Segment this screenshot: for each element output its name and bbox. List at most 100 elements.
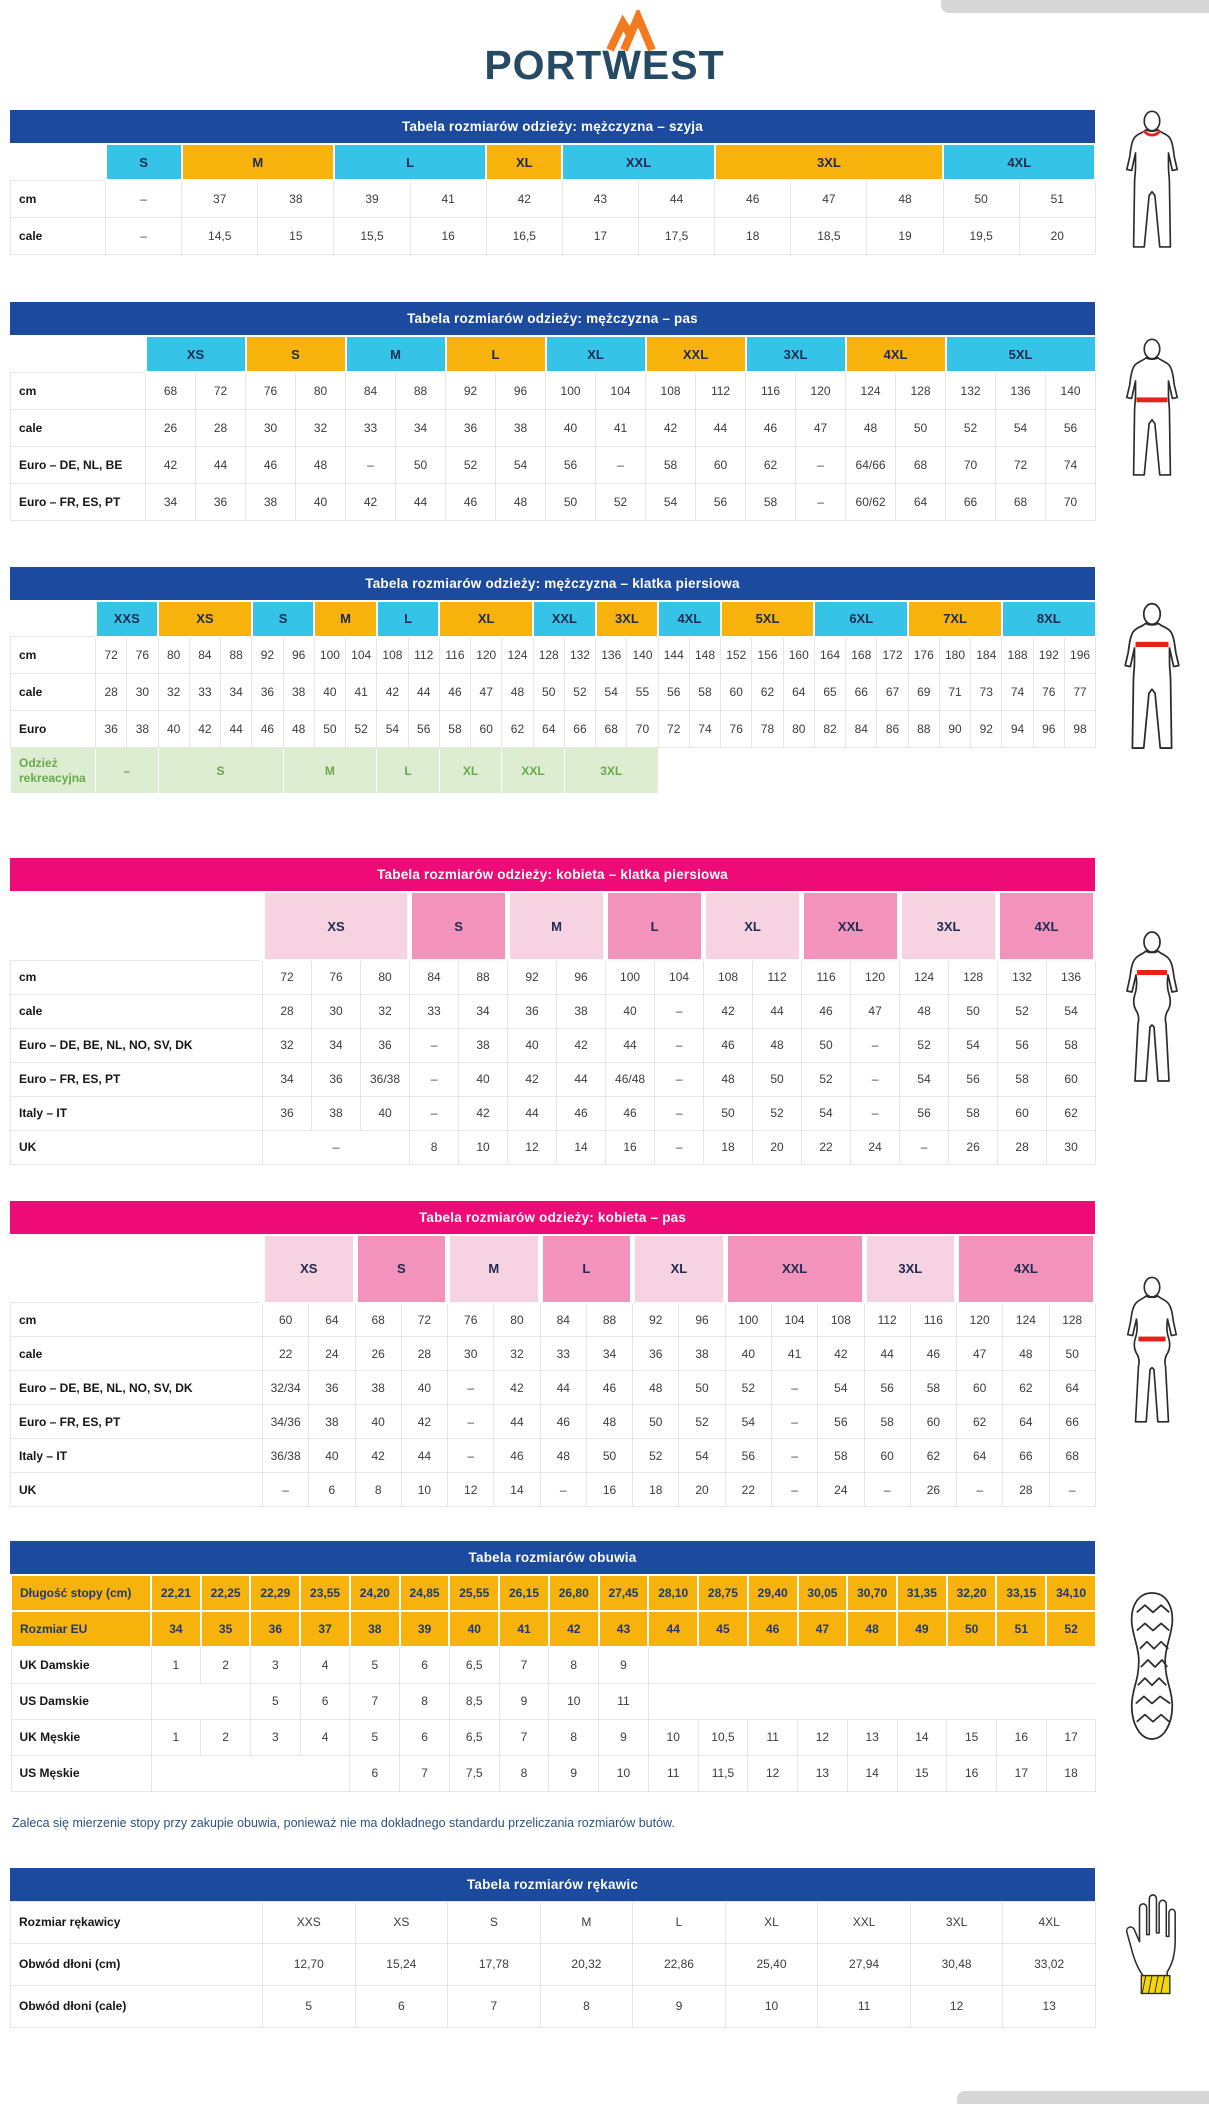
cell: 64: [1002, 1404, 1050, 1439]
size-band-l: L: [603, 891, 707, 961]
cell: 30: [447, 1336, 495, 1371]
cell: 62: [956, 1404, 1004, 1439]
cell: –: [956, 1472, 1004, 1507]
cell: 96: [282, 636, 315, 674]
cell: 120: [956, 1302, 1004, 1337]
cell: L: [376, 747, 440, 794]
size-band-3xl: 3XL: [861, 1233, 960, 1304]
cell: 44: [556, 1061, 607, 1097]
table-row: cale 28 30 32 33 34 36 38 40 41 42 44 46 47 48 50 52 54 55…: [10, 673, 1097, 711]
cell: 46/48: [605, 1061, 656, 1097]
cell: 41: [409, 179, 487, 218]
cell: 68: [995, 482, 1047, 521]
cell: 50: [948, 993, 999, 1029]
cell: 66: [845, 673, 878, 711]
cell: 36: [445, 408, 497, 447]
cell: XXL: [501, 747, 565, 794]
row-label: cale: [10, 673, 96, 711]
size-band-xs: XS: [144, 335, 247, 373]
cell: 45: [697, 1610, 749, 1648]
row-label: Euro – DE, BE, NL, NO, SV, DK: [10, 1027, 263, 1063]
cell: 74: [1001, 673, 1034, 711]
cell: 28: [262, 993, 312, 1029]
cell: 36/38: [261, 1438, 310, 1473]
cell: 54: [495, 445, 547, 484]
cell: 44: [407, 673, 440, 711]
cell: 25,55: [448, 1574, 501, 1612]
cell: 32: [157, 673, 190, 711]
cell: 46: [493, 1438, 541, 1473]
size-band-s: S: [244, 335, 347, 373]
size-band-l: L: [332, 143, 488, 181]
size-band-3xl: 3XL: [897, 891, 1001, 961]
cell: 40: [294, 482, 347, 521]
cell: 48: [703, 1061, 754, 1097]
cell: –: [654, 1061, 705, 1097]
cell: 17,5: [637, 216, 716, 255]
cell: 120: [470, 636, 503, 674]
cell: 8: [399, 1682, 450, 1720]
cell: 84: [539, 1302, 587, 1337]
cell: 56: [695, 482, 747, 521]
table-row: Długość stopy (cm) 22,21 22,25 22,29 23,55 24…: [10, 1574, 1097, 1612]
cell: 26,15: [498, 1574, 550, 1612]
cell: 24,20: [348, 1574, 401, 1612]
women-chest-figure: [1095, 858, 1209, 1165]
cell: 34: [220, 673, 253, 711]
cell: 3: [249, 1718, 301, 1756]
cell: 96: [495, 371, 547, 410]
cell: –: [770, 1472, 819, 1507]
cell: 38: [354, 1370, 402, 1405]
cell: 2: [200, 1718, 251, 1756]
cell: 54: [995, 408, 1047, 447]
row-label: Euro – FR, ES, PT: [10, 1404, 263, 1439]
cell: XL: [438, 747, 503, 794]
cell: 58: [948, 1095, 999, 1131]
cell: 64: [895, 482, 947, 521]
cell: 28: [400, 1336, 449, 1371]
cell: 68: [1048, 1438, 1096, 1473]
cell: 56: [407, 710, 440, 748]
cell: 68: [595, 710, 628, 748]
cell: 26: [145, 408, 196, 447]
size-band-s: S: [250, 599, 316, 638]
cell: 22: [261, 1336, 310, 1371]
cell: –: [447, 1370, 495, 1405]
cell: 52: [997, 993, 1048, 1029]
cell: 76: [1032, 673, 1065, 711]
cell: 74: [688, 710, 722, 748]
cell: 9: [598, 1646, 649, 1684]
cell: 140: [626, 636, 659, 674]
size-band-xxl: XXL: [722, 1233, 867, 1304]
size-band-6xl: 6XL: [813, 599, 910, 638]
women-waist-figure: [1095, 1201, 1209, 1508]
size-band-4xl: 4XL: [942, 143, 1097, 181]
cell: 54: [1046, 993, 1097, 1029]
cell: 9: [598, 1718, 649, 1756]
cell: 64: [782, 673, 815, 711]
cell: L: [632, 1900, 726, 1944]
band-row-spacer: [10, 336, 146, 372]
cell: 40: [605, 993, 656, 1029]
row-label: cm: [10, 959, 263, 995]
cell: 32: [359, 993, 411, 1029]
cell: 56: [817, 1404, 865, 1439]
size-band-xl: XL: [438, 599, 535, 638]
glove-size-table: Tabela rozmiarów rękawic Rozmiar rękawicy…: [10, 1867, 1096, 2028]
cell: 36: [311, 1061, 361, 1097]
table-row: cale 22 24 26 28 30 32 33 34 36 38 40 41 42 44 46 47 48 50: [10, 1336, 1096, 1371]
cell: –: [654, 993, 705, 1029]
size-band-m: M: [445, 1233, 543, 1304]
size-band-s: S: [352, 1233, 451, 1304]
cell: –: [770, 1438, 819, 1473]
cell: 188: [1001, 636, 1034, 674]
table-row: Euro 36 38 40 42 44 46 48 50 52 54 56 58 60 62 64 66 68 70…: [10, 710, 1097, 748]
cell: 164: [813, 636, 847, 674]
cell: 42: [188, 710, 222, 748]
cell: 3XL: [563, 747, 659, 794]
cell: 44: [220, 710, 253, 748]
cell: 40: [359, 1095, 411, 1131]
table-row: US Damskie 5 6 7 8 8,5 9 10 11: [10, 1682, 1096, 1720]
size-band-l: L: [444, 335, 547, 373]
cell: 9: [548, 1754, 600, 1792]
